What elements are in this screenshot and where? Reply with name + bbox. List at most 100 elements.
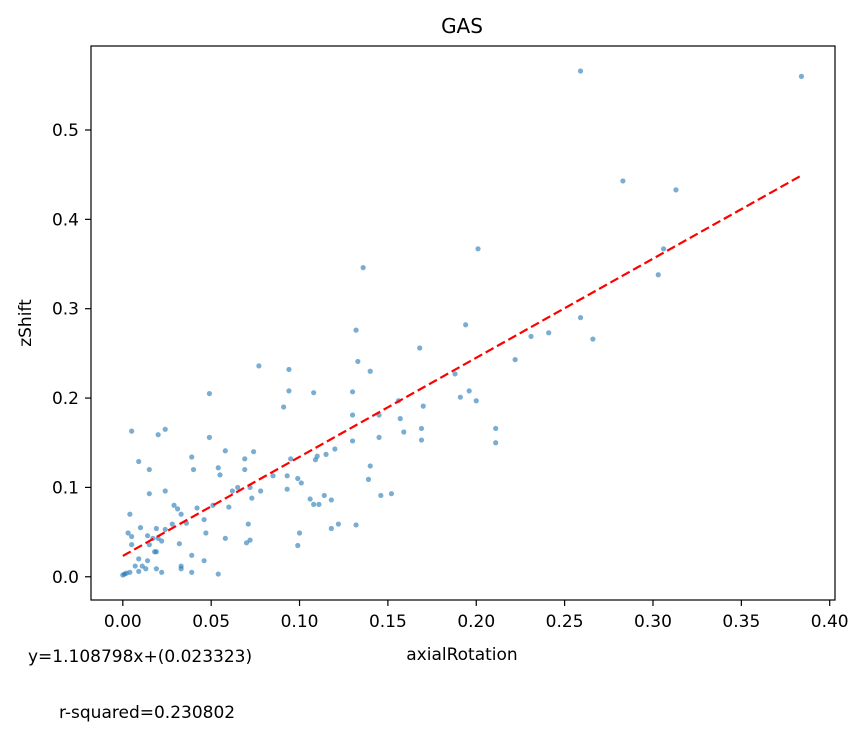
data-point [349, 438, 356, 444]
data-point [452, 371, 458, 377]
data-point [201, 558, 207, 564]
data-point [226, 504, 232, 510]
data-point [136, 568, 142, 575]
data-point [120, 572, 126, 578]
data-point [493, 440, 499, 446]
data-point [401, 429, 407, 435]
data-point [312, 457, 319, 463]
data-point [397, 416, 403, 422]
data-point [174, 506, 181, 512]
data-point [418, 425, 425, 432]
data-point [242, 466, 248, 473]
data-point [475, 246, 481, 252]
y-tick-label: 0.2 [52, 389, 79, 409]
data-point [189, 569, 195, 575]
data-point [136, 556, 142, 562]
y-axis-ticks: 0.0 0.1 0.2 0.3 0.4 0.5 [52, 121, 91, 588]
data-point [229, 488, 235, 494]
data-point [493, 425, 499, 432]
data-point [215, 465, 221, 471]
x-tick-label: 0.25 [546, 612, 584, 632]
data-point [176, 541, 182, 547]
data-point [284, 486, 290, 492]
data-point [457, 394, 463, 400]
data-point [155, 535, 161, 541]
data-point [153, 566, 159, 572]
data-point [466, 388, 472, 394]
y-tick-label: 0.0 [52, 568, 79, 588]
x-axis-ticks: 0.00 0.05 0.10 0.15 0.20 0.25 0.30 0.35 0.40 [104, 600, 849, 632]
data-point [311, 390, 317, 396]
data-point [388, 491, 395, 497]
y-tick-label: 0.4 [52, 210, 79, 230]
data-point [153, 525, 159, 532]
data-point [190, 466, 197, 473]
data-point [288, 456, 294, 462]
data-point [222, 535, 228, 541]
data-point [311, 501, 317, 507]
data-point [328, 525, 334, 532]
data-point [146, 542, 152, 548]
data-point [286, 388, 292, 394]
data-point [247, 537, 253, 543]
data-point [420, 403, 426, 409]
x-tick-label: 0.15 [369, 612, 407, 632]
data-point [249, 495, 255, 501]
data-point [153, 549, 159, 555]
data-point [376, 434, 382, 440]
data-point [132, 563, 138, 569]
data-point [316, 501, 322, 507]
data-point [125, 530, 131, 536]
data-point [235, 484, 241, 491]
data-point [203, 530, 209, 536]
data-point [159, 538, 165, 544]
data-point [349, 412, 356, 418]
data-point [217, 472, 223, 478]
data-point [590, 336, 596, 342]
data-point [655, 272, 661, 278]
data-point [206, 390, 213, 397]
data-point [332, 446, 338, 452]
data-point [144, 558, 151, 564]
data-point [335, 521, 342, 527]
data-point [473, 398, 479, 404]
data-point [245, 521, 251, 527]
data-point [144, 533, 151, 539]
r-squared-value: r-squared=0.230802 [59, 703, 235, 723]
data-point [256, 363, 262, 369]
fit-equation: y=1.108798x+(0.023323) [28, 647, 252, 667]
data-point [295, 475, 301, 482]
x-tick-label: 0.10 [281, 612, 319, 632]
data-point [258, 488, 264, 494]
data-point [169, 521, 175, 527]
data-point [298, 480, 304, 486]
data-point [222, 448, 228, 454]
data-point [673, 187, 679, 193]
data-point [178, 566, 184, 572]
data-point [296, 530, 303, 536]
data-point [307, 496, 313, 502]
data-point [418, 437, 425, 443]
data-point [360, 265, 366, 271]
data-point [127, 569, 133, 575]
x-tick-label: 0.20 [457, 612, 495, 632]
data-point [206, 434, 213, 440]
data-point [378, 492, 384, 499]
data-point [242, 456, 248, 462]
data-point [270, 473, 276, 479]
data-point [349, 389, 356, 395]
data-point [284, 473, 290, 479]
data-point [143, 566, 149, 572]
data-point [155, 432, 161, 438]
data-point [353, 327, 359, 333]
data-point [139, 563, 145, 569]
data-point [281, 404, 287, 410]
data-point [215, 571, 221, 577]
data-point [528, 333, 534, 340]
data-point [546, 330, 552, 336]
data-point [127, 511, 133, 517]
data-point [189, 552, 195, 558]
y-axis-label: zShift [16, 299, 36, 347]
x-tick-label: 0.35 [722, 612, 760, 632]
